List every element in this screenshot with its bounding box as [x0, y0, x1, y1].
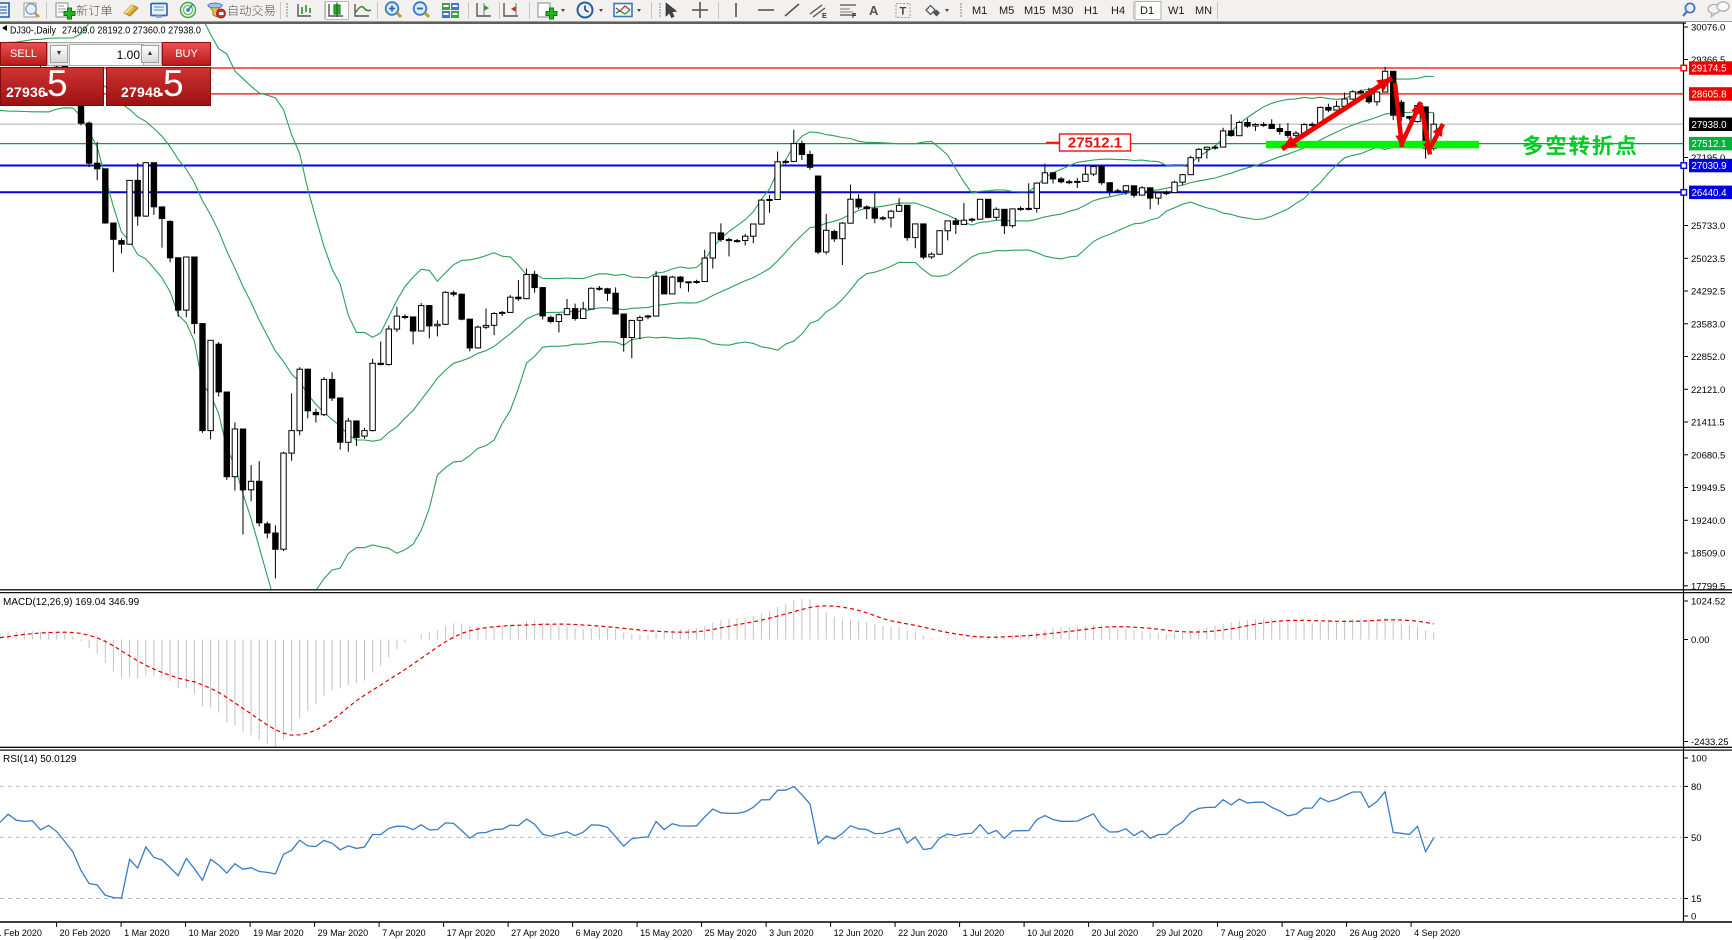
svg-text:H4: H4 [1111, 5, 1125, 17]
svg-text:MACD(12,26,9) 169.04 346.99: MACD(12,26,9) 169.04 346.99 [3, 597, 140, 608]
svg-text:17 Aug 2020: 17 Aug 2020 [1285, 928, 1336, 938]
svg-text:15 May 2020: 15 May 2020 [640, 928, 692, 938]
svg-text:D1: D1 [1140, 5, 1154, 17]
svg-text:22 Jun 2020: 22 Jun 2020 [898, 928, 948, 938]
svg-text:26440.4: 26440.4 [1692, 188, 1728, 199]
svg-text:27512.1: 27512.1 [1068, 135, 1122, 152]
svg-text:29 Mar 2020: 29 Mar 2020 [318, 928, 369, 938]
svg-text:27409.0 28192.0 27360.0 27938.: 27409.0 28192.0 27360.0 27938.0 [62, 26, 201, 37]
svg-text:100: 100 [1691, 754, 1707, 765]
svg-text:17799.5: 17799.5 [1691, 581, 1725, 592]
svg-text:F: F [852, 13, 857, 20]
svg-text:20680.5: 20680.5 [1691, 450, 1725, 461]
svg-text:E: E [822, 13, 827, 20]
svg-text:11 Feb 2020: 11 Feb 2020 [0, 928, 42, 938]
svg-text:25733.0: 25733.0 [1691, 221, 1725, 232]
svg-text:M15: M15 [1024, 5, 1045, 17]
svg-text:7 Apr 2020: 7 Apr 2020 [382, 928, 426, 938]
svg-text:20 Feb 2020: 20 Feb 2020 [60, 928, 111, 938]
svg-text:25 May 2020: 25 May 2020 [705, 928, 757, 938]
svg-text:27030.9: 27030.9 [1692, 161, 1727, 172]
svg-text:19240.0: 19240.0 [1691, 516, 1725, 527]
svg-text:27938.0: 27938.0 [1692, 120, 1728, 131]
svg-text:19 Mar 2020: 19 Mar 2020 [253, 928, 304, 938]
svg-text:22852.0: 22852.0 [1691, 352, 1725, 363]
svg-text:4 Sep 2020: 4 Sep 2020 [1414, 928, 1460, 938]
svg-text:RSI(14) 50.0129: RSI(14) 50.0129 [3, 754, 77, 765]
svg-text:19949.5: 19949.5 [1691, 483, 1725, 494]
svg-text:DJ30-,Daily: DJ30-,Daily [10, 26, 56, 37]
svg-text:25023.5: 25023.5 [1691, 254, 1725, 265]
svg-text:27 Apr 2020: 27 Apr 2020 [511, 928, 560, 938]
svg-text:24292.5: 24292.5 [1691, 287, 1725, 298]
svg-text:29 Jul 2020: 29 Jul 2020 [1156, 928, 1203, 938]
svg-text:0: 0 [1691, 912, 1696, 923]
svg-text:0.00: 0.00 [1691, 635, 1710, 646]
svg-text:H1: H1 [1084, 5, 1098, 17]
svg-text:10 Jul 2020: 10 Jul 2020 [1027, 928, 1074, 938]
svg-text:80: 80 [1691, 782, 1702, 793]
svg-text:23583.0: 23583.0 [1691, 319, 1725, 330]
svg-text:27512.1: 27512.1 [1692, 139, 1727, 150]
svg-text:21411.5: 21411.5 [1691, 418, 1725, 429]
svg-text:M30: M30 [1052, 5, 1073, 17]
svg-text:30076.0: 30076.0 [1691, 23, 1725, 34]
svg-text:7 Aug 2020: 7 Aug 2020 [1221, 928, 1267, 938]
svg-text:3 Jun 2020: 3 Jun 2020 [769, 928, 814, 938]
svg-text:28605.8: 28605.8 [1692, 90, 1727, 101]
svg-text:12 Jun 2020: 12 Jun 2020 [834, 928, 884, 938]
svg-text:T: T [900, 6, 907, 18]
svg-text:29366.5: 29366.5 [1691, 55, 1725, 66]
svg-text:15: 15 [1691, 894, 1702, 905]
svg-text:17 Apr 2020: 17 Apr 2020 [447, 928, 496, 938]
svg-text:27195.0: 27195.0 [1691, 153, 1725, 164]
svg-text:A: A [869, 3, 879, 18]
svg-text:6 May 2020: 6 May 2020 [576, 928, 623, 938]
svg-text:50: 50 [1691, 833, 1702, 844]
svg-text:M1: M1 [972, 5, 987, 17]
svg-text:M5: M5 [999, 5, 1014, 17]
svg-text:-2433.25: -2433.25 [1691, 737, 1729, 748]
svg-text:1 Mar 2020: 1 Mar 2020 [124, 928, 170, 938]
svg-text:MN: MN [1195, 5, 1212, 17]
svg-text:22121.0: 22121.0 [1691, 385, 1725, 396]
svg-text:20 Jul 2020: 20 Jul 2020 [1092, 928, 1139, 938]
svg-text:1024.52: 1024.52 [1691, 597, 1725, 608]
svg-text:10 Mar 2020: 10 Mar 2020 [189, 928, 240, 938]
svg-text:18509.0: 18509.0 [1691, 549, 1725, 560]
svg-text:W1: W1 [1168, 5, 1185, 17]
svg-text:1 Jul 2020: 1 Jul 2020 [963, 928, 1005, 938]
svg-text:29174.5: 29174.5 [1692, 64, 1727, 75]
svg-text:26 Aug 2020: 26 Aug 2020 [1350, 928, 1401, 938]
